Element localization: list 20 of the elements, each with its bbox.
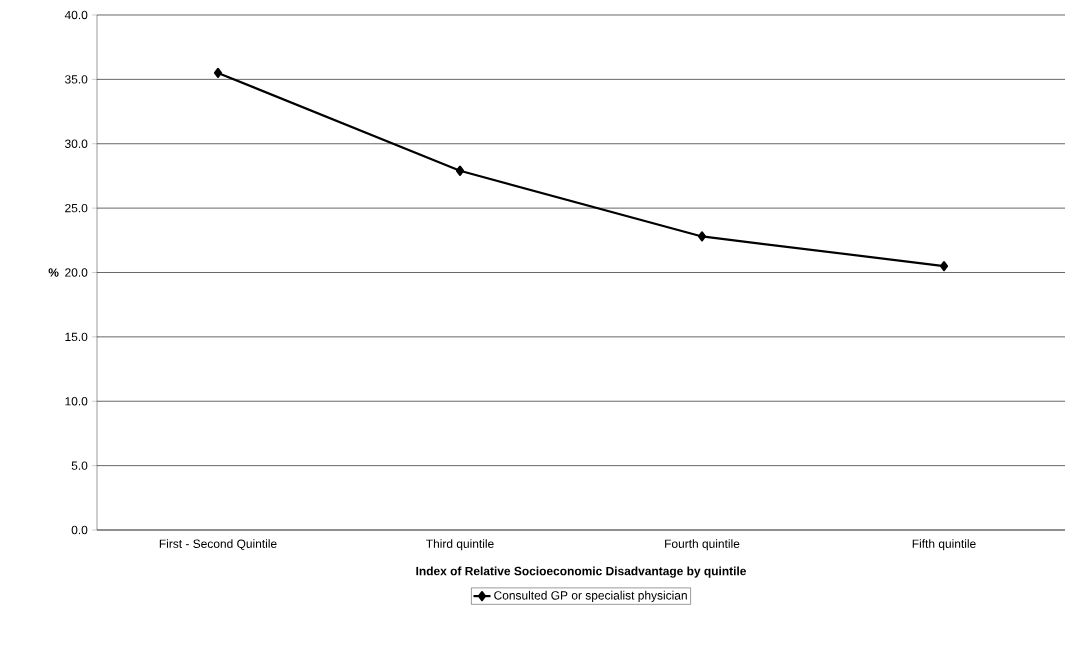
x-tick-label: Third quintile xyxy=(426,539,494,551)
x-tick-label: Fifth quintile xyxy=(912,539,976,551)
y-tick-label: 5.0 xyxy=(71,461,88,470)
legend-label: Consulted GP or specialist physician xyxy=(494,590,687,603)
point xyxy=(697,231,707,242)
y-axis-title: % xyxy=(48,268,59,277)
x-axis-title: Index of Relative Socioeconomic Disadvantage by quintile xyxy=(416,566,747,578)
y-tick-label: 40.0 xyxy=(64,10,88,20)
y-tick-label: 30.0 xyxy=(65,139,88,148)
y-tick-label: 10.0 xyxy=(65,397,88,406)
point xyxy=(455,165,465,176)
y-tick-label: 15.0 xyxy=(65,332,88,342)
y-tick-label: 25.0 xyxy=(65,203,88,213)
x-tick-label: First - Second Quintile xyxy=(159,539,277,551)
y-tick-label: 20.0 xyxy=(65,268,88,277)
point xyxy=(939,260,949,272)
y-tick-label: 0.0 xyxy=(71,525,88,535)
point xyxy=(213,67,223,79)
x-tick-label: Fourth quintile xyxy=(665,539,740,551)
y-tick-label: 35.0 xyxy=(65,75,88,84)
